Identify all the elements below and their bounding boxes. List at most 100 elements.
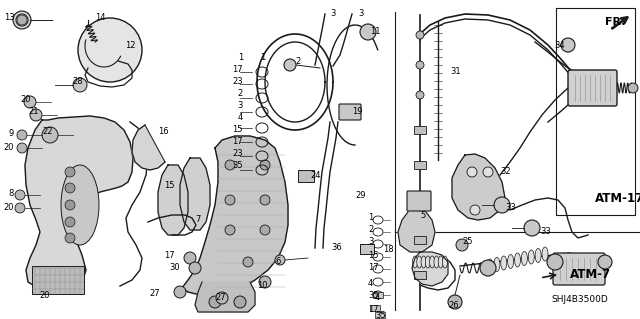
Text: 3: 3 (368, 238, 373, 247)
Circle shape (467, 167, 477, 177)
Text: 17: 17 (368, 306, 379, 315)
Ellipse shape (429, 256, 435, 268)
Bar (370, 305, 380, 311)
Text: 15: 15 (232, 125, 243, 135)
Polygon shape (132, 125, 165, 170)
Text: 9: 9 (9, 129, 14, 137)
Ellipse shape (508, 255, 514, 269)
Ellipse shape (413, 256, 417, 268)
Text: 2: 2 (295, 57, 300, 66)
Text: 14: 14 (95, 13, 106, 23)
Polygon shape (195, 282, 255, 312)
Text: 3: 3 (358, 10, 364, 19)
Text: 34: 34 (554, 41, 565, 49)
Bar (375, 312, 385, 318)
Circle shape (65, 217, 75, 227)
Text: 15: 15 (368, 250, 378, 259)
Circle shape (524, 220, 540, 236)
Text: 21: 21 (28, 108, 38, 116)
FancyBboxPatch shape (407, 191, 431, 211)
Bar (414, 196, 426, 204)
Ellipse shape (528, 250, 534, 264)
Circle shape (416, 91, 424, 99)
Text: 35: 35 (232, 161, 243, 170)
Circle shape (225, 195, 235, 205)
Circle shape (30, 109, 42, 121)
Text: 24: 24 (310, 170, 321, 180)
Circle shape (225, 225, 235, 235)
Text: 2: 2 (368, 226, 373, 234)
Text: 17: 17 (368, 263, 379, 271)
Circle shape (24, 96, 36, 108)
Bar (414, 236, 426, 244)
Text: 33: 33 (540, 227, 551, 236)
Circle shape (65, 183, 75, 193)
Circle shape (65, 233, 75, 243)
Circle shape (65, 167, 75, 177)
Text: 28: 28 (72, 78, 83, 86)
Text: 15: 15 (164, 181, 175, 189)
Bar (414, 126, 426, 134)
Text: 30: 30 (170, 263, 180, 271)
Text: 20: 20 (40, 291, 50, 300)
Circle shape (561, 38, 575, 52)
Circle shape (189, 262, 201, 274)
Text: 2: 2 (237, 90, 243, 99)
Circle shape (260, 195, 270, 205)
FancyBboxPatch shape (339, 104, 361, 120)
Text: 25: 25 (462, 238, 472, 247)
Ellipse shape (515, 253, 520, 267)
Text: 5: 5 (420, 211, 425, 219)
Polygon shape (182, 136, 288, 295)
Text: 4: 4 (237, 114, 243, 122)
Text: 16: 16 (158, 128, 168, 137)
Circle shape (174, 286, 186, 298)
Text: 31: 31 (450, 68, 461, 77)
Circle shape (78, 18, 142, 82)
Circle shape (15, 203, 25, 213)
Text: 1: 1 (368, 213, 373, 222)
Circle shape (360, 24, 376, 40)
Circle shape (470, 205, 480, 215)
Circle shape (209, 296, 221, 308)
Circle shape (17, 130, 27, 140)
Polygon shape (158, 165, 188, 235)
Text: 35: 35 (375, 310, 386, 319)
Circle shape (598, 255, 612, 269)
Text: 4: 4 (368, 279, 373, 288)
Circle shape (216, 292, 228, 304)
Ellipse shape (494, 257, 500, 271)
Text: 4: 4 (375, 293, 380, 302)
Text: 36: 36 (332, 243, 342, 253)
Circle shape (456, 239, 468, 251)
Text: FR.: FR. (605, 17, 625, 27)
Circle shape (275, 255, 285, 265)
Text: 8: 8 (8, 189, 14, 197)
Text: 18: 18 (383, 246, 394, 255)
Text: 23: 23 (232, 78, 243, 86)
Circle shape (243, 257, 253, 267)
Ellipse shape (426, 256, 430, 268)
Text: 27: 27 (149, 288, 160, 298)
Text: 20: 20 (3, 203, 14, 211)
Text: 27: 27 (215, 293, 226, 302)
Text: 3: 3 (237, 101, 243, 110)
Circle shape (480, 260, 496, 276)
Circle shape (15, 190, 25, 200)
Text: 35: 35 (368, 292, 379, 300)
Circle shape (42, 127, 58, 143)
Bar (298, 170, 314, 182)
Ellipse shape (438, 256, 444, 268)
Text: 32: 32 (500, 167, 511, 176)
Circle shape (628, 83, 638, 93)
Ellipse shape (522, 251, 527, 265)
Text: 6: 6 (275, 257, 280, 266)
Text: SHJ4B3500D: SHJ4B3500D (552, 295, 609, 305)
Text: 20: 20 (20, 95, 31, 105)
Bar (373, 292, 383, 298)
Text: 22: 22 (42, 128, 52, 137)
Text: 7: 7 (195, 216, 200, 225)
Text: 13: 13 (4, 13, 15, 23)
Text: 17: 17 (164, 250, 175, 259)
Text: 19: 19 (352, 108, 362, 116)
